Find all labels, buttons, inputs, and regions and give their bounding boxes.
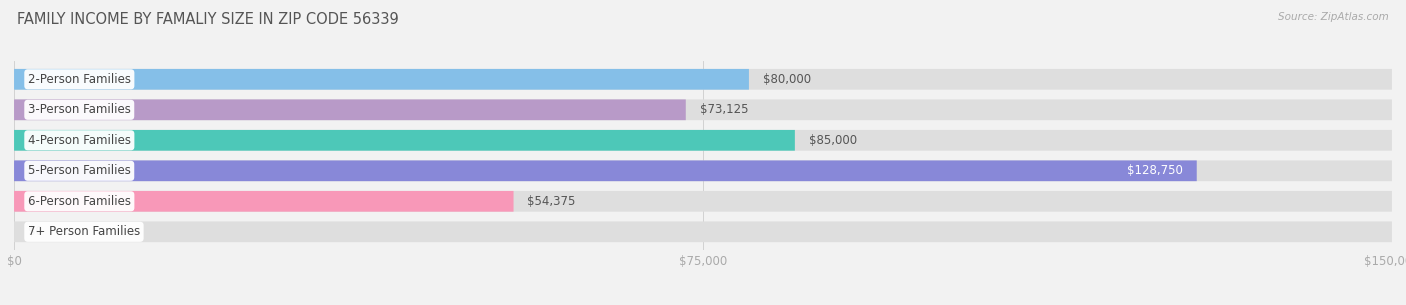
FancyBboxPatch shape [14,99,686,120]
Text: 7+ Person Families: 7+ Person Families [28,225,141,238]
Text: FAMILY INCOME BY FAMALIY SIZE IN ZIP CODE 56339: FAMILY INCOME BY FAMALIY SIZE IN ZIP COD… [17,12,399,27]
FancyBboxPatch shape [14,191,513,212]
Text: 5-Person Families: 5-Person Families [28,164,131,177]
FancyBboxPatch shape [14,130,1392,151]
Text: $54,375: $54,375 [527,195,575,208]
Text: 3-Person Families: 3-Person Families [28,103,131,116]
FancyBboxPatch shape [14,99,1392,120]
FancyBboxPatch shape [14,160,1197,181]
Text: $85,000: $85,000 [808,134,856,147]
FancyBboxPatch shape [14,191,1392,212]
Text: Source: ZipAtlas.com: Source: ZipAtlas.com [1278,12,1389,22]
Text: 2-Person Families: 2-Person Families [28,73,131,86]
FancyBboxPatch shape [14,221,1392,242]
Text: $128,750: $128,750 [1128,164,1182,177]
FancyBboxPatch shape [14,130,794,151]
Text: $80,000: $80,000 [762,73,811,86]
Text: 6-Person Families: 6-Person Families [28,195,131,208]
Text: $73,125: $73,125 [700,103,748,116]
FancyBboxPatch shape [14,160,1392,181]
FancyBboxPatch shape [14,69,749,90]
FancyBboxPatch shape [14,69,1392,90]
Text: $0: $0 [28,225,42,238]
Text: 4-Person Families: 4-Person Families [28,134,131,147]
